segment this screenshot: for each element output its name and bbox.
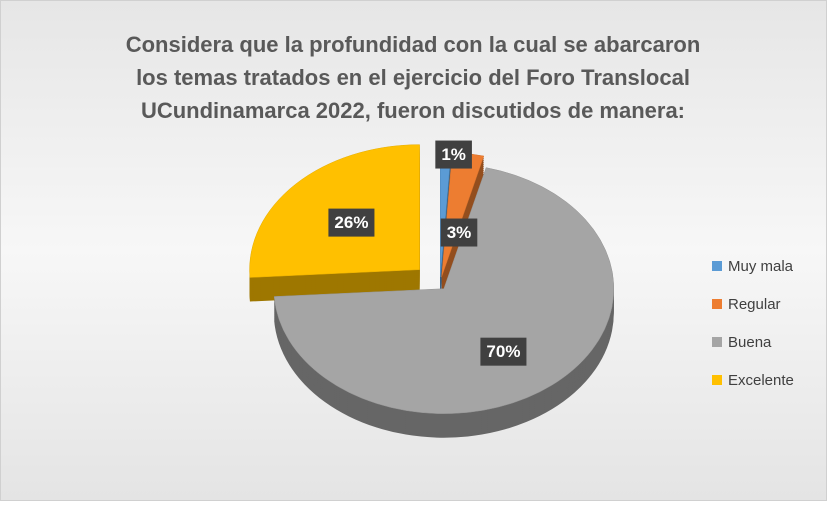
legend-label: Regular bbox=[728, 296, 781, 313]
data-label-box bbox=[435, 140, 472, 169]
data-label-text: 1% bbox=[441, 145, 466, 164]
legend-swatch bbox=[712, 337, 722, 347]
legend-label: Muy mala bbox=[728, 258, 794, 275]
data-label-box bbox=[480, 337, 527, 366]
legend-label: Buena bbox=[728, 334, 772, 351]
data-label-text: 3% bbox=[447, 223, 472, 242]
chart-title: Considera que la profundidad con la cual… bbox=[126, 32, 701, 57]
data-label: 70% bbox=[480, 337, 527, 366]
data-label: 3% bbox=[440, 218, 478, 247]
chart-title: los temas tratados en el ejercicio del F… bbox=[136, 65, 690, 90]
data-label-box bbox=[440, 218, 478, 247]
legend-swatch bbox=[712, 299, 722, 309]
data-label: 1% bbox=[435, 140, 472, 169]
slice bbox=[273, 167, 615, 414]
data-label-text: 26% bbox=[334, 213, 368, 232]
legend-label: Excelente bbox=[728, 372, 794, 389]
data-label: 26% bbox=[328, 208, 375, 237]
data-label-box bbox=[328, 208, 375, 237]
chart-title: UCundinamarca 2022, fueron discutidos de… bbox=[141, 98, 685, 123]
legend-swatch bbox=[712, 375, 722, 385]
legend-swatch bbox=[712, 261, 722, 271]
data-label-text: 70% bbox=[486, 342, 520, 361]
